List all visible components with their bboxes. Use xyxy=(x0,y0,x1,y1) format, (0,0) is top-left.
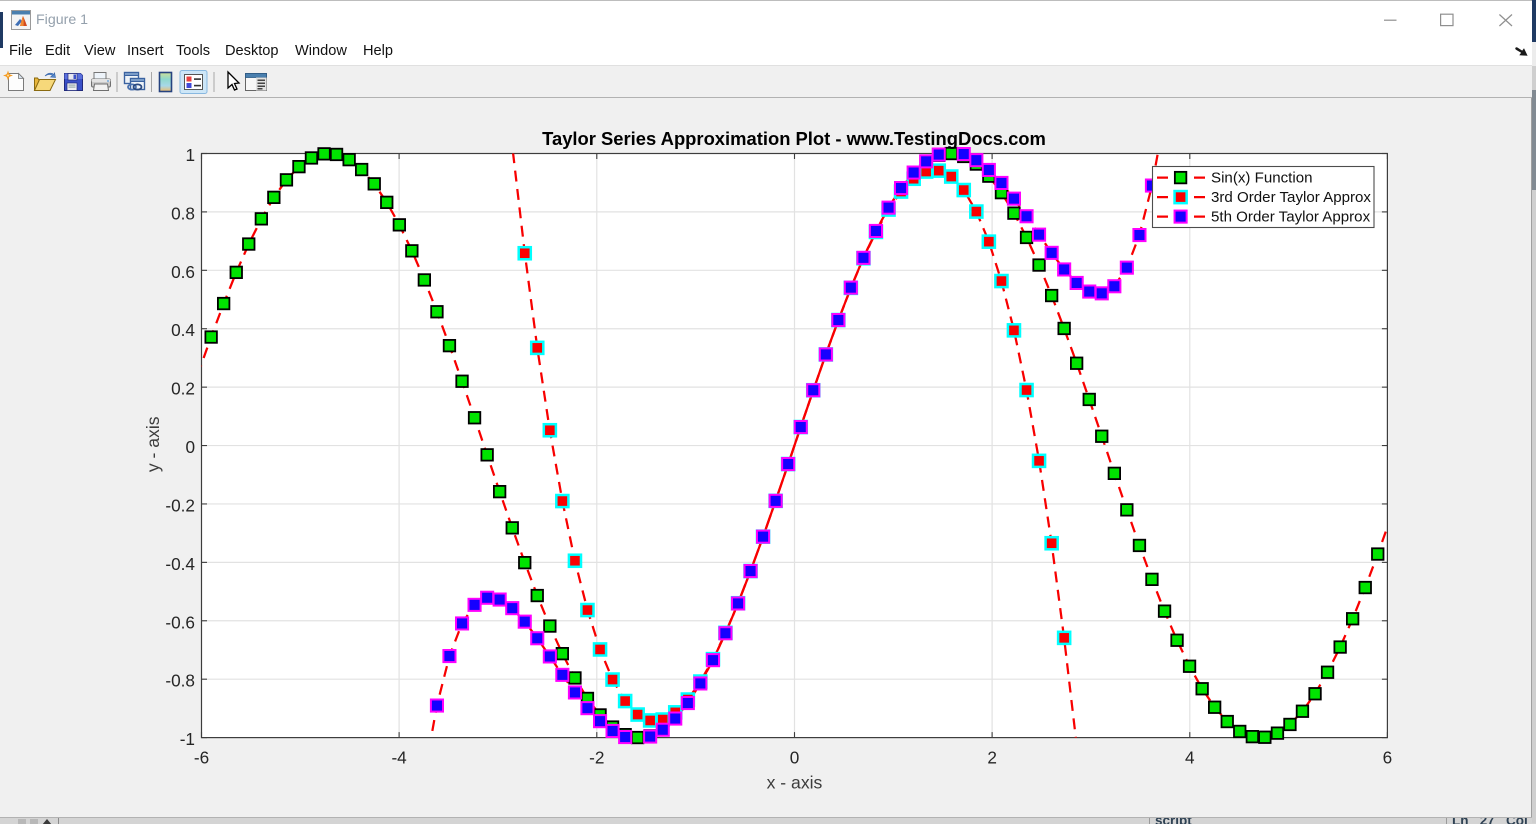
svg-text:y - axis: y - axis xyxy=(143,416,163,472)
svg-text:0.6: 0.6 xyxy=(171,262,195,282)
svg-text:-0.4: -0.4 xyxy=(165,554,195,574)
svg-text:Sin(x) Function: Sin(x) Function xyxy=(1211,170,1313,187)
svg-text:2: 2 xyxy=(987,748,997,768)
svg-text:0: 0 xyxy=(185,437,195,457)
svg-text:-0.6: -0.6 xyxy=(165,612,195,632)
svg-text:4: 4 xyxy=(1185,748,1195,768)
svg-text:-1: -1 xyxy=(180,729,195,749)
svg-text:Taylor Series Approximation Pl: Taylor Series Approximation Plot - www.T… xyxy=(542,128,1046,149)
svg-text:5th Order Taylor Approx: 5th Order Taylor Approx xyxy=(1211,209,1371,226)
svg-text:3rd Order Taylor Approx: 3rd Order Taylor Approx xyxy=(1211,189,1371,206)
svg-text:6: 6 xyxy=(1383,748,1393,768)
svg-text:0.2: 0.2 xyxy=(171,379,195,399)
svg-text:-0.8: -0.8 xyxy=(165,671,195,691)
svg-text:1: 1 xyxy=(185,145,195,165)
svg-text:0.8: 0.8 xyxy=(171,203,195,223)
svg-text:0.4: 0.4 xyxy=(171,320,195,340)
svg-text:0: 0 xyxy=(790,748,800,768)
svg-text:-2: -2 xyxy=(589,748,604,768)
svg-text:-0.2: -0.2 xyxy=(165,496,195,516)
svg-text:-4: -4 xyxy=(391,748,407,768)
svg-text:-6: -6 xyxy=(194,748,209,768)
svg-text:x - axis: x - axis xyxy=(767,773,823,793)
